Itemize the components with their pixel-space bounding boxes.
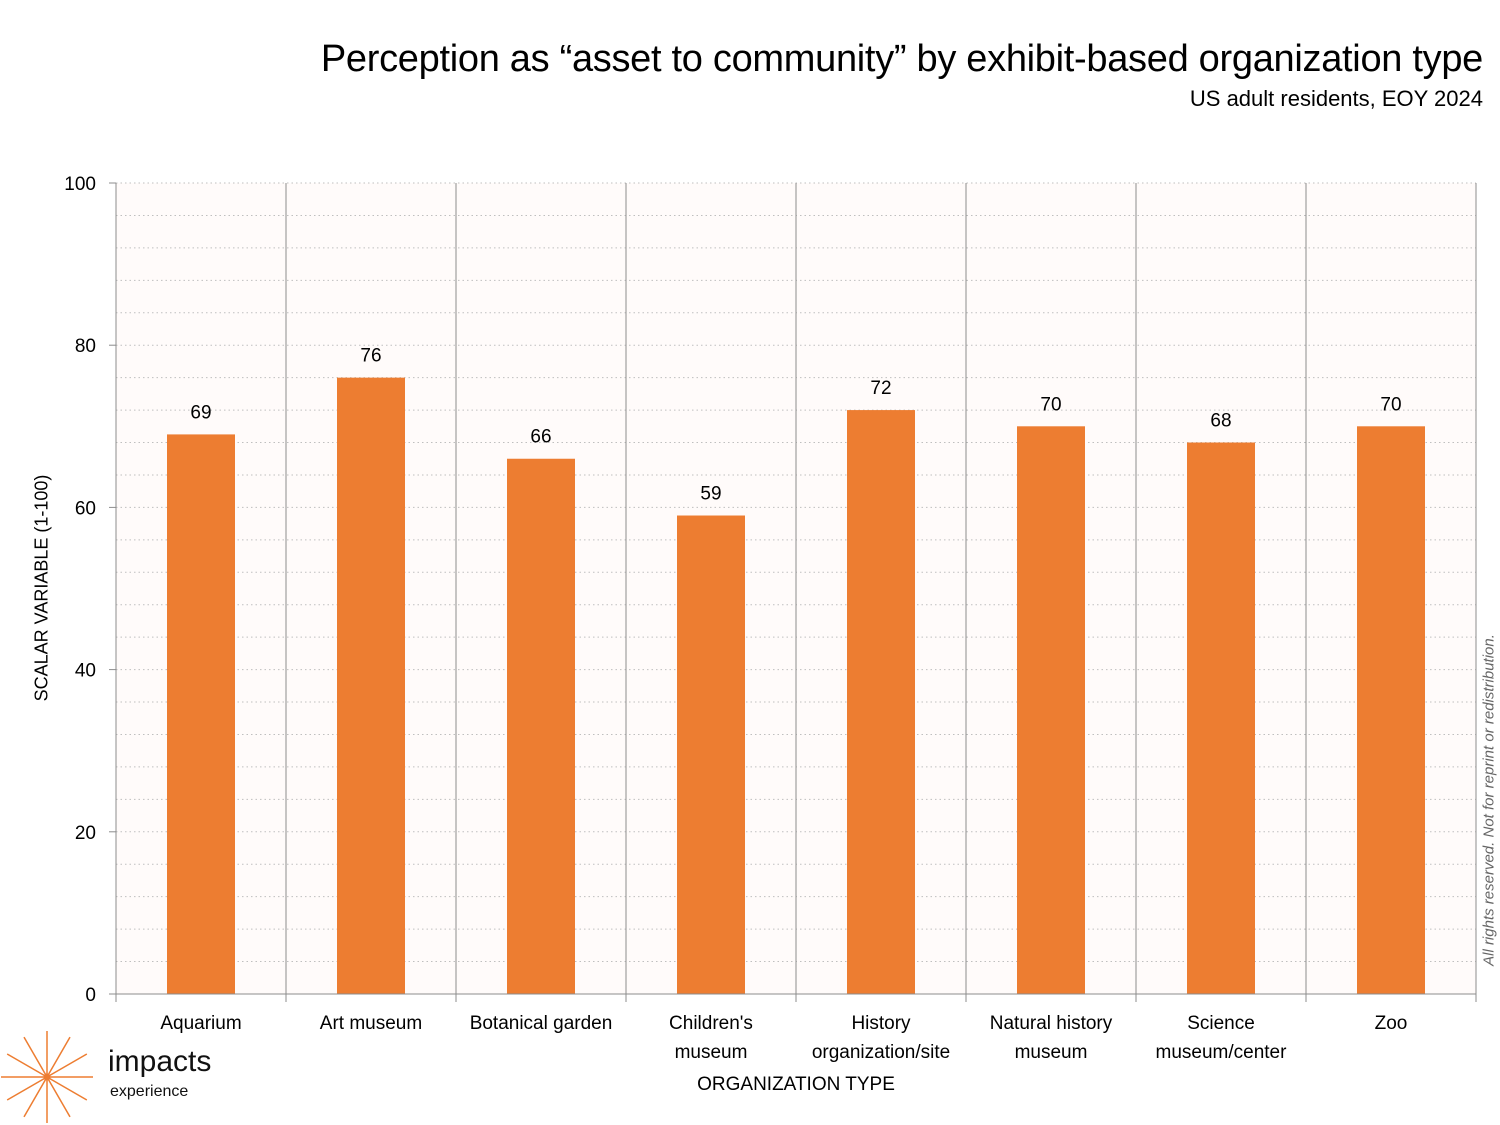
- x-tick-label: organization/site: [812, 1042, 950, 1063]
- x-tick-label: Aquarium: [160, 1013, 241, 1034]
- logo-ray: [23, 1036, 48, 1078]
- x-tick-label: Botanical garden: [470, 1013, 613, 1034]
- labels: 0 20 40 60 80 100 69 Aquarium 76 Art museum 66 Bota…: [64, 174, 1407, 1063]
- logo-ray: [46, 1076, 71, 1118]
- data-label: 68: [1210, 411, 1231, 432]
- bar: [1187, 442, 1255, 994]
- y-tick-label: 0: [85, 985, 96, 1006]
- data-label: 59: [700, 484, 721, 505]
- axes: [109, 182, 1477, 1002]
- chart-subtitle: US adult residents, EOY 2024: [1189, 86, 1483, 111]
- logo-ray: [46, 1076, 88, 1101]
- logo-wordmark: impacts: [108, 1045, 212, 1078]
- data-label: 72: [870, 378, 891, 399]
- bar: [1357, 426, 1425, 994]
- data-label: 66: [530, 427, 551, 448]
- x-axis-label: ORGANIZATION TYPE: [697, 1074, 895, 1095]
- bar: [337, 377, 405, 994]
- data-label: 70: [1380, 394, 1401, 415]
- x-tick-label: Children's: [669, 1013, 753, 1034]
- logo-center: [43, 1073, 51, 1081]
- bar: [507, 458, 575, 994]
- x-tick-label: Art museum: [320, 1013, 422, 1034]
- copyright-notice: All rights reserved. Not for reprint or …: [1480, 634, 1498, 966]
- bars: [167, 377, 1425, 995]
- bar: [847, 410, 915, 995]
- x-tick-label: Zoo: [1375, 1013, 1408, 1034]
- logo-ray: [46, 1053, 88, 1078]
- y-tick-label: 100: [64, 174, 96, 195]
- x-tick-label: Natural history: [990, 1013, 1113, 1034]
- y-axis-label: SCALAR VARIABLE (1-100): [31, 474, 52, 702]
- logo-ray: [6, 1076, 48, 1101]
- x-tick-label: Science: [1187, 1013, 1255, 1034]
- logo-ray: [6, 1053, 48, 1078]
- logo-ray: [46, 1036, 71, 1078]
- data-label: 76: [360, 346, 381, 367]
- bar: [167, 434, 235, 994]
- bar: [677, 515, 745, 994]
- y-tick-label: 60: [75, 498, 96, 519]
- y-tick-label: 80: [75, 336, 96, 357]
- y-tick-label: 40: [75, 661, 96, 682]
- x-tick-label: History: [851, 1013, 911, 1034]
- x-tick-label: museum/center: [1156, 1042, 1288, 1063]
- logo-subtitle: experience: [110, 1083, 189, 1100]
- bar: [1017, 426, 1085, 994]
- x-tick-label: museum: [1015, 1042, 1088, 1063]
- impacts-logo-icon: [1, 1031, 93, 1123]
- data-label: 70: [1040, 394, 1061, 415]
- logo-ray: [23, 1076, 48, 1118]
- x-tick-label: museum: [675, 1042, 748, 1063]
- chart-title: Perception as “asset to community” by ex…: [320, 38, 1483, 80]
- data-label: 69: [190, 402, 211, 423]
- y-tick-label: 20: [75, 823, 96, 844]
